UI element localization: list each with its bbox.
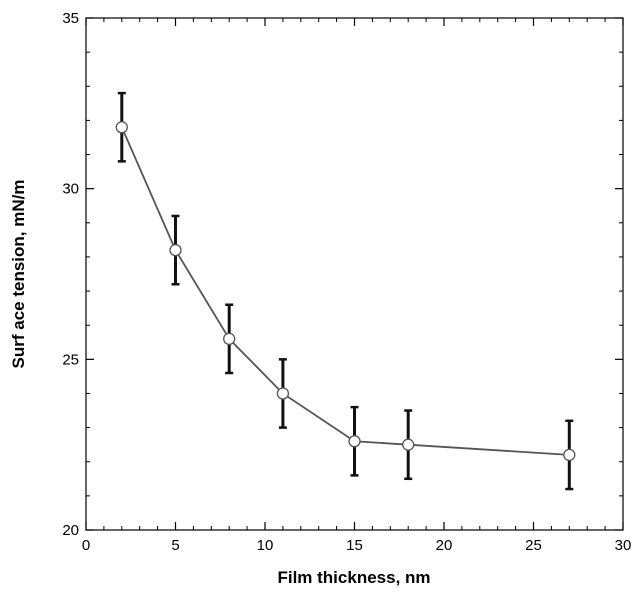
data-point <box>402 438 415 451</box>
data-point <box>223 332 236 346</box>
series <box>115 91 576 491</box>
x-tick-label: 15 <box>346 537 363 554</box>
y-tick-label: 30 <box>62 181 79 198</box>
tick-labels: 0 5 10 15 20 25 30 20 25 30 35 <box>62 10 631 554</box>
data-point <box>563 448 576 462</box>
ticks <box>85 17 624 531</box>
data-point <box>115 121 128 134</box>
x-tick-label: 30 <box>615 537 632 554</box>
x-tick-label: 0 <box>82 537 90 554</box>
y-tick-label: 25 <box>62 351 79 368</box>
y-tick-label: 35 <box>62 10 79 27</box>
data-point <box>169 243 182 257</box>
x-tick-label: 10 <box>257 537 274 554</box>
x-tick-label: 20 <box>436 537 453 554</box>
series-line <box>120 126 570 456</box>
y-axis-label: Surf ace tension, mN/m <box>9 180 28 369</box>
data-point <box>348 435 361 448</box>
x-axis-label: Film thickness, nm <box>277 568 430 587</box>
x-tick-label: 25 <box>525 537 542 554</box>
data-point <box>276 387 290 400</box>
y-tick-label: 20 <box>62 522 79 539</box>
x-tick-label: 5 <box>171 537 179 554</box>
